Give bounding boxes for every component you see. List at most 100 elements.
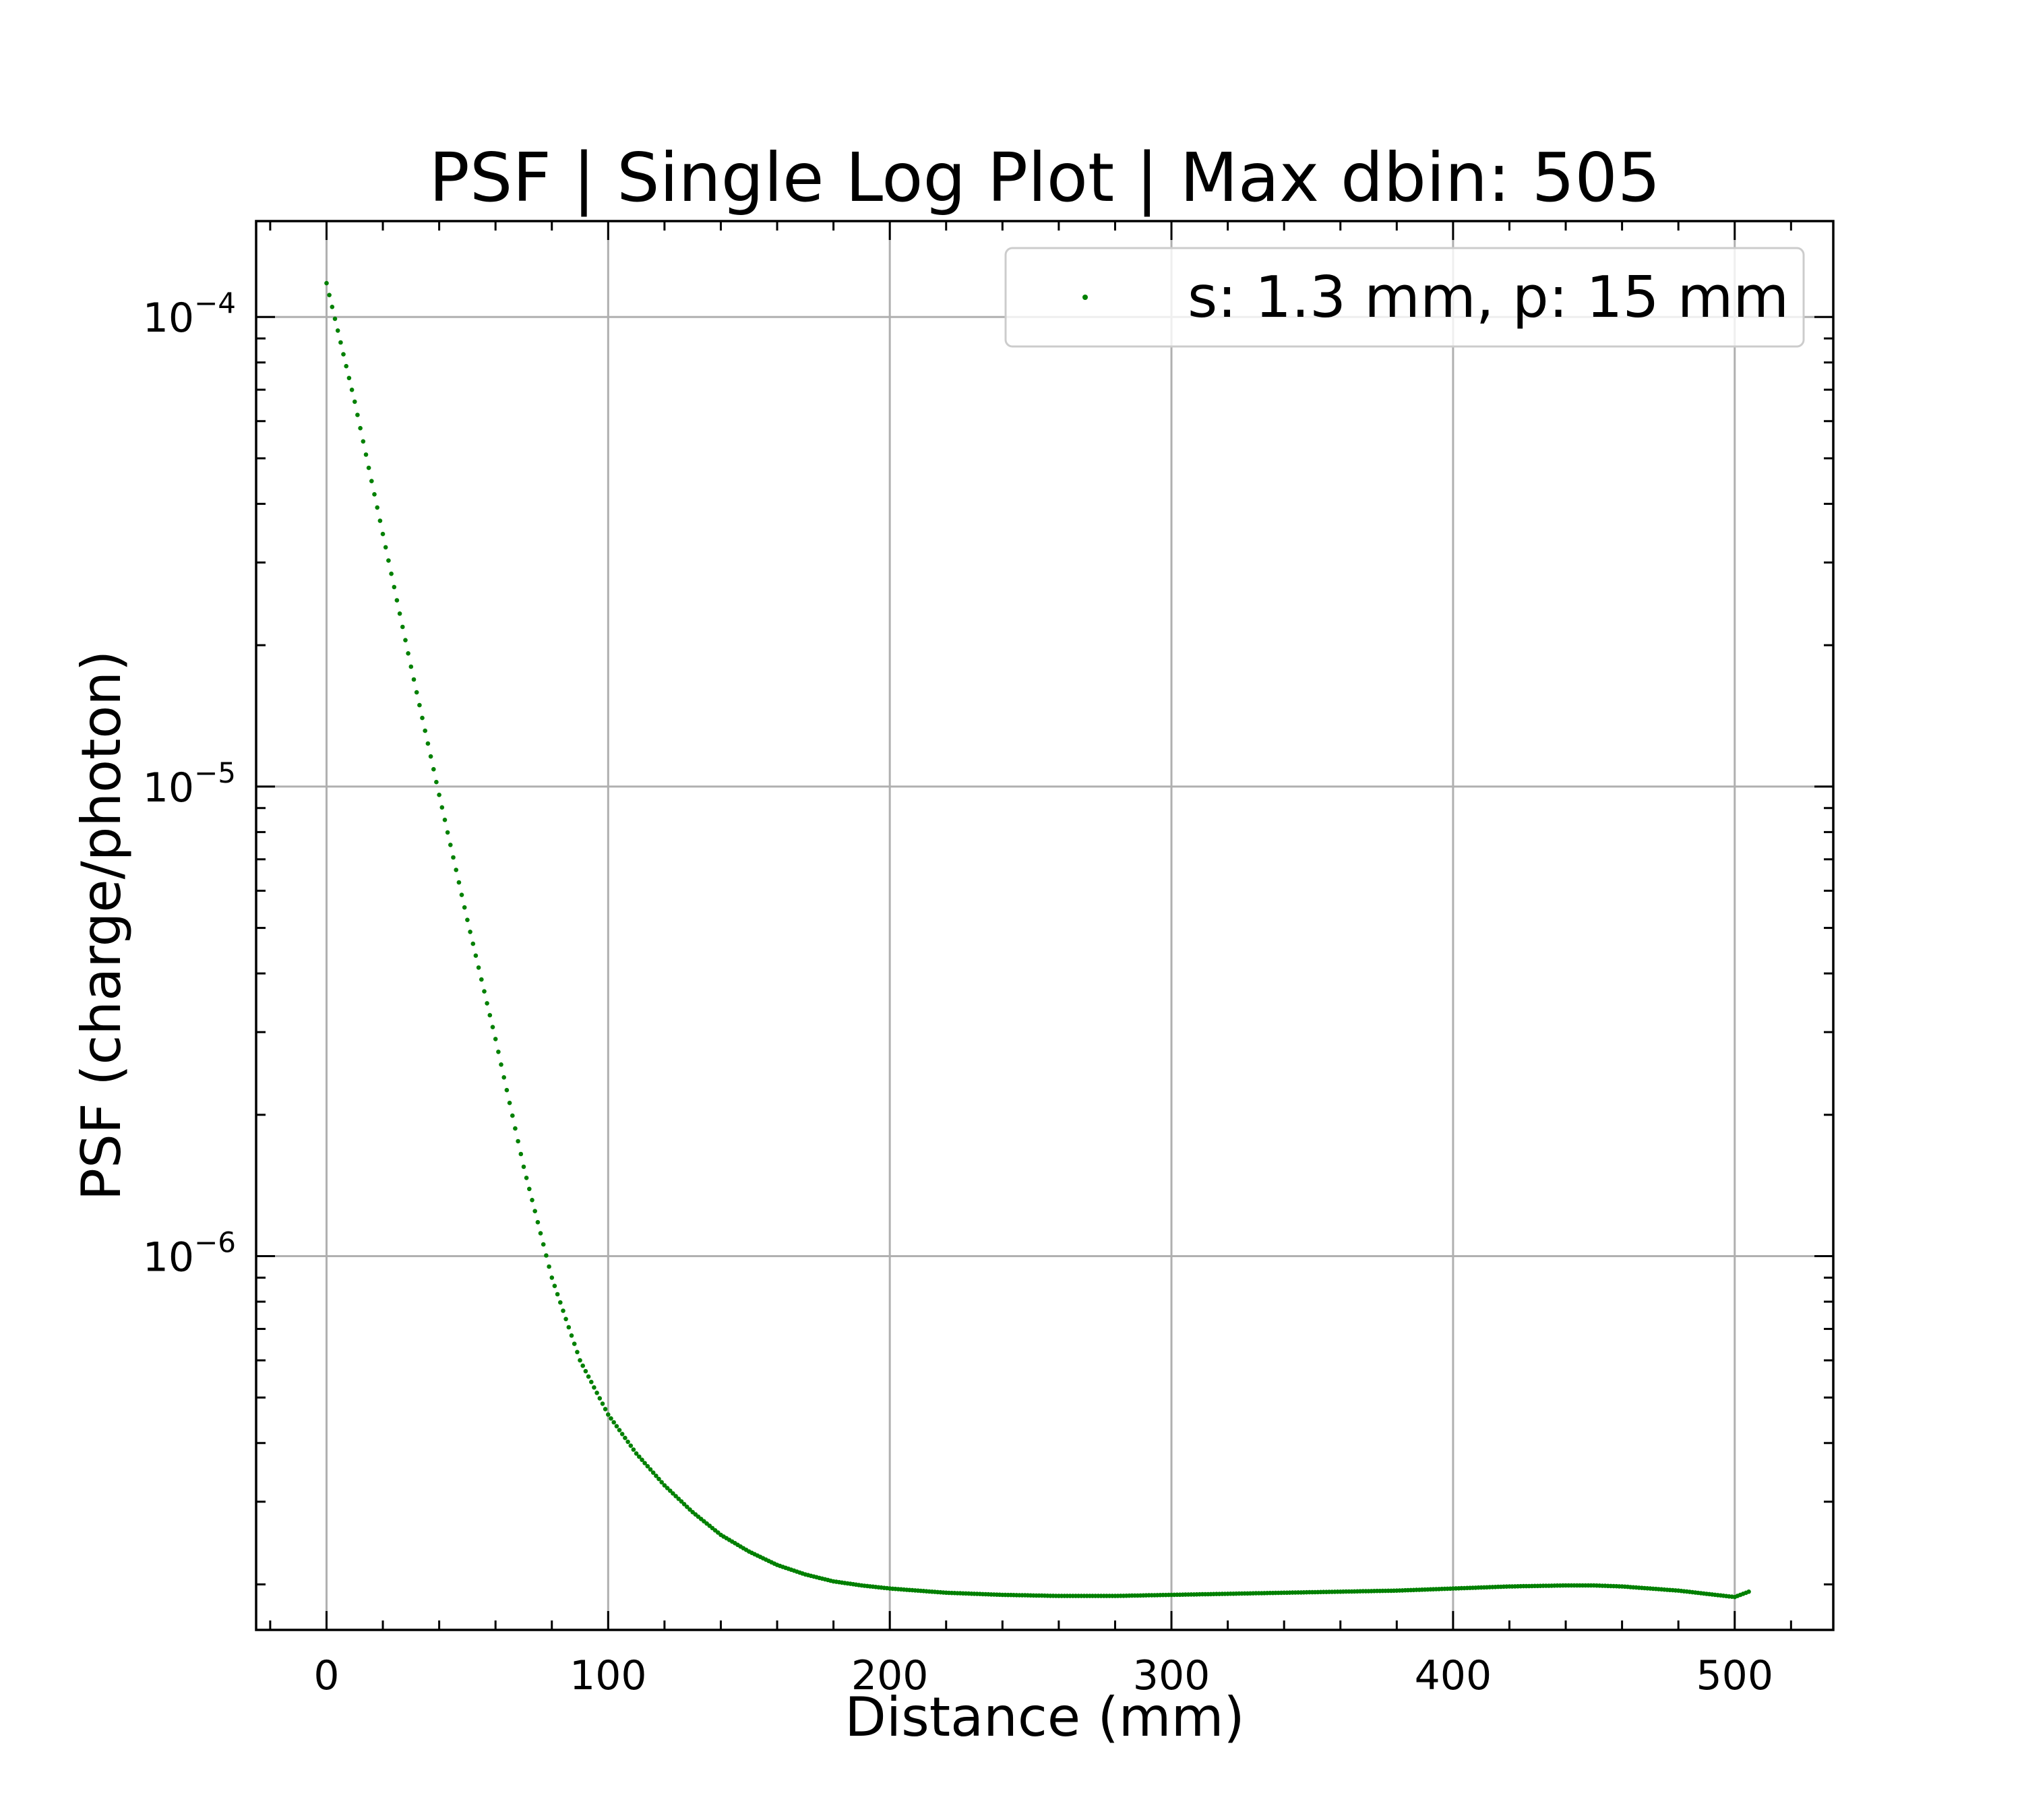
- data-point: [673, 1494, 678, 1498]
- x-tick-label: 200: [851, 1652, 929, 1699]
- data-point: [650, 1470, 656, 1475]
- data-point: [563, 1316, 568, 1322]
- data-point: [353, 399, 357, 404]
- data-series: [324, 280, 1751, 1600]
- data-point: [507, 1100, 512, 1105]
- data-point: [403, 638, 408, 642]
- data-point: [654, 1474, 658, 1478]
- data-point: [375, 505, 379, 510]
- data-point: [465, 917, 470, 922]
- data-point: [372, 492, 377, 497]
- data-point: [397, 611, 402, 616]
- data-point: [681, 1502, 687, 1507]
- data-point: [662, 1483, 667, 1488]
- data-point: [344, 363, 348, 369]
- data-point: [442, 818, 448, 822]
- data-point: [687, 1507, 692, 1512]
- data-point: [420, 715, 425, 721]
- data-point: [538, 1231, 543, 1236]
- data-point: [456, 880, 462, 885]
- data-point: [355, 413, 360, 417]
- chart-title: PSF | Single Log Plot | Max dbin: 505: [429, 138, 1661, 217]
- legend-box: [1004, 247, 1805, 348]
- data-point: [369, 479, 374, 483]
- y-tick-label: 10−4: [143, 286, 236, 342]
- data-point: [583, 1368, 588, 1374]
- data-point: [611, 1420, 616, 1425]
- data-point: [566, 1325, 572, 1330]
- data-point: [628, 1443, 634, 1448]
- data-point: [324, 280, 329, 286]
- data-point: [431, 766, 436, 772]
- data-point: [411, 677, 417, 682]
- data-point: [518, 1151, 524, 1157]
- data-point: [510, 1113, 515, 1118]
- data-point: [434, 779, 439, 785]
- data-point: [516, 1139, 520, 1144]
- grid-lines: [256, 221, 1833, 1630]
- y-axis-label: PSF (charge/photon): [70, 650, 133, 1201]
- data-point: [609, 1416, 613, 1421]
- data-point: [597, 1396, 603, 1401]
- data-point: [330, 305, 335, 309]
- data-point: [513, 1126, 518, 1131]
- data-point: [586, 1374, 591, 1379]
- data-point: [358, 425, 363, 431]
- data-point: [645, 1463, 650, 1469]
- data-point: [448, 843, 453, 847]
- data-point: [600, 1401, 605, 1406]
- data-point: [530, 1198, 534, 1203]
- data-point: [679, 1499, 684, 1504]
- data-point: [614, 1424, 619, 1429]
- data-point: [389, 571, 394, 576]
- data-point: [473, 953, 479, 958]
- data-point: [623, 1435, 627, 1440]
- data-point: [631, 1447, 636, 1452]
- data-point: [558, 1300, 563, 1305]
- data-point: [575, 1349, 580, 1355]
- data-point: [366, 465, 371, 471]
- data-point: [504, 1087, 510, 1093]
- data-point: [640, 1457, 644, 1462]
- data-point: [642, 1461, 647, 1465]
- data-point: [383, 545, 388, 550]
- data-point: [606, 1412, 611, 1417]
- data-point: [439, 805, 445, 810]
- data-point: [437, 792, 441, 797]
- data-point: [425, 741, 431, 746]
- data-point: [462, 905, 467, 910]
- data-point: [459, 892, 464, 897]
- data-point: [594, 1391, 599, 1395]
- data-point: [589, 1379, 594, 1385]
- data-point: [408, 664, 414, 669]
- data-point: [400, 624, 405, 630]
- data-point: [569, 1333, 574, 1338]
- data-point: [532, 1209, 537, 1213]
- data-point: [496, 1050, 501, 1054]
- x-tick-label: 500: [1696, 1652, 1773, 1699]
- data-point: [501, 1075, 506, 1080]
- data-point: [349, 388, 355, 392]
- data-point: [555, 1292, 560, 1297]
- data-point: [451, 855, 456, 860]
- data-point: [417, 702, 422, 708]
- data-point: [521, 1164, 526, 1170]
- data-point: [445, 830, 450, 835]
- data-point: [493, 1037, 498, 1041]
- data-point: [341, 352, 346, 357]
- data-point: [485, 1001, 489, 1006]
- data-point: [527, 1186, 532, 1192]
- axis-ticks: 0 100 200 300 400 500 10−6 10−5 10−4: [143, 221, 1833, 1699]
- legend-marker: [1082, 295, 1088, 300]
- data-point: [676, 1496, 681, 1501]
- x-axis-label: Distance (mm): [845, 1686, 1245, 1749]
- data-point: [335, 328, 340, 333]
- data-point: [634, 1451, 639, 1456]
- data-point: [580, 1363, 585, 1368]
- data-point: [578, 1358, 582, 1363]
- data-point: [377, 518, 383, 523]
- y-tick-label: 10−5: [143, 756, 236, 812]
- data-point: [338, 340, 343, 345]
- data-point: [454, 868, 458, 872]
- data-point: [541, 1242, 546, 1247]
